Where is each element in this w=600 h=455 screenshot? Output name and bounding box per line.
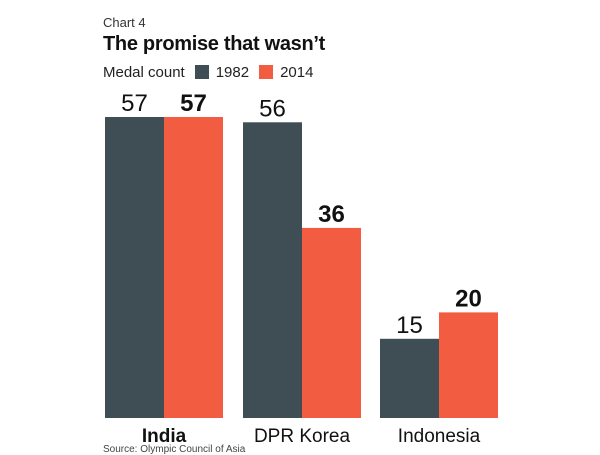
bar-india-1982 <box>105 117 164 418</box>
data-label-dpr-korea-1982: 56 <box>259 95 286 122</box>
legend-entry-1982: 1982 <box>215 63 250 81</box>
data-label-indonesia-1982: 15 <box>396 312 423 339</box>
legend-entry-2014: 2014 <box>280 63 314 81</box>
bar-india-2014 <box>164 117 223 418</box>
category-label-indonesia: Indonesia <box>398 426 481 447</box>
data-label-dpr-korea-2014: 36 <box>318 201 345 228</box>
chart-title: The promise that wasn’t <box>103 33 326 55</box>
chart-number: Chart 4 <box>103 15 146 30</box>
category-label-dpr-korea: DPR Korea <box>254 426 351 447</box>
legend: Medal count 1982 2014 <box>103 62 313 82</box>
data-label-india-1982: 57 <box>121 90 148 117</box>
legend-label: Medal count <box>103 63 185 81</box>
legend-swatch-1982 <box>194 65 209 79</box>
bar-dpr-korea-1982 <box>243 122 302 418</box>
data-label-india-2014: 57 <box>180 90 207 117</box>
bar-indonesia-2014 <box>439 312 498 418</box>
legend-swatch-2014 <box>259 65 274 79</box>
category-label-india: India <box>142 426 187 447</box>
bar-indonesia-1982 <box>380 338 439 418</box>
bar-dpr-korea-2014 <box>302 227 361 418</box>
data-label-indonesia-2014: 20 <box>455 285 482 312</box>
